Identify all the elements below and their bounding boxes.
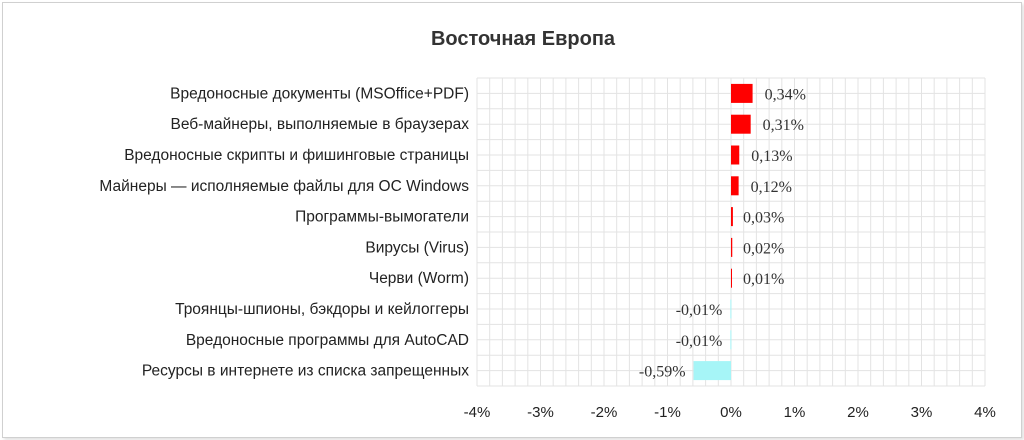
data-label: -0,01% (676, 302, 723, 319)
x-tick-label: -1% (654, 404, 681, 421)
bar (731, 145, 740, 165)
x-tick-label: 0% (720, 404, 742, 421)
category-label: Вирусы (Virus) (365, 239, 469, 256)
category-label: Майнеры — исполняемые файлы для ОС Windo… (99, 178, 469, 195)
data-labels: 0,34% 0,31% 0,13% 0,12% 0,03% 0,02% 0,01% -0,01… (639, 86, 806, 380)
x-tick-label: -3% (527, 404, 554, 421)
category-label: Троянцы-шпионы, бэкдоры и кейлоггеры (175, 301, 469, 318)
x-tick-label: 2% (847, 404, 869, 421)
bar (731, 207, 733, 227)
bar (731, 268, 732, 288)
data-label: 0,03% (743, 210, 784, 227)
x-tick-label: 4% (974, 404, 996, 421)
chart-title: Восточная Европа (431, 28, 616, 50)
x-axis-ticks: -4% -3% -2% -1% 0% 1% 2% 3% 4% (464, 404, 996, 421)
x-tick-label: 1% (784, 404, 806, 421)
category-label: Вредоносные документы (MSOffice+PDF) (170, 85, 469, 102)
category-label: Ресурсы в интернете из списка запрещенны… (142, 363, 469, 380)
data-label: 0,31% (763, 117, 804, 134)
bar (693, 361, 731, 381)
category-label: Вредоносные скрипты и фишинговые страниц… (124, 147, 469, 164)
bar (731, 114, 751, 134)
category-labels: Вредоносные документы (MSOffice+PDF) Веб-… (99, 85, 469, 379)
data-label: -0,59% (639, 364, 686, 381)
bar (730, 299, 732, 319)
x-tick-label: -2% (591, 404, 618, 421)
bar (731, 176, 739, 196)
data-label: 0,01% (743, 271, 784, 288)
category-label: Веб-майнеры, выполняемые в браузерах (171, 116, 470, 133)
category-label: Программы-вымогатели (295, 209, 469, 226)
category-label: Вредоносные программы для AutoCAD (186, 332, 469, 349)
bar (731, 237, 733, 257)
bar (731, 83, 753, 103)
category-label: Черви (Worm) (369, 270, 469, 287)
data-label: 0,13% (751, 148, 792, 165)
bar-chart: Восточная Европа Вредоносные документы (… (99, 28, 996, 421)
data-label: -0,01% (676, 333, 723, 350)
data-label: 0,34% (765, 86, 806, 103)
bars (693, 83, 753, 381)
data-label: 0,02% (743, 240, 784, 257)
x-tick-label: 3% (911, 404, 933, 421)
data-label: 0,12% (751, 179, 792, 196)
x-tick-label: -4% (464, 404, 491, 421)
bar (730, 330, 732, 350)
